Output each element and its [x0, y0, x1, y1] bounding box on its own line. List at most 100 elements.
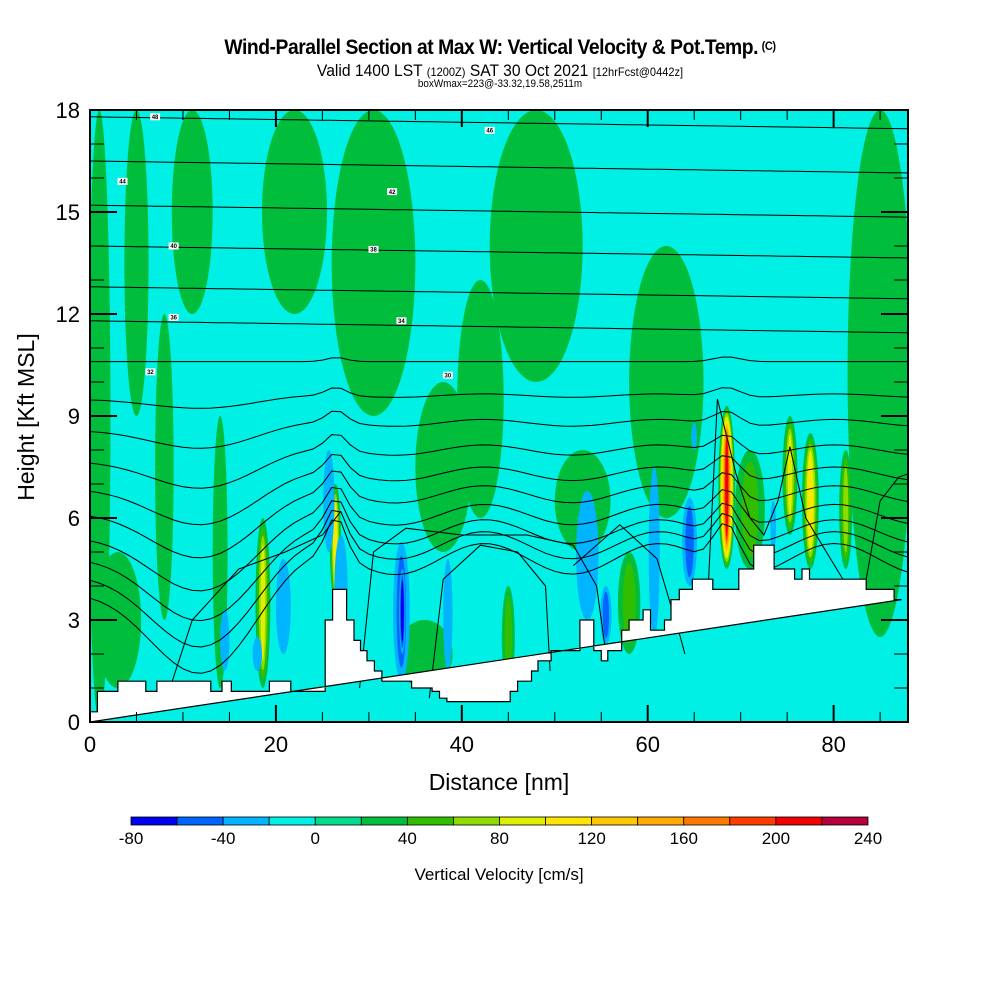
isentrope-label-box: [396, 317, 407, 325]
isentrope-label: 46: [484, 126, 495, 135]
isentrope-label-box: [484, 126, 495, 134]
downdraft-cell: [443, 558, 453, 672]
isentrope-line: [90, 453, 908, 526]
colorbar-swatch: [130, 816, 178, 826]
colorbar-swatch: [821, 816, 869, 826]
colorbar-swatch: [499, 816, 546, 826]
x-axis-title: Distance [nm]: [429, 769, 570, 795]
isentrope-line: [90, 470, 908, 559]
x-tick-label: 60: [635, 732, 659, 757]
downdraft-cell: [576, 490, 599, 620]
isentrope-label: 34: [396, 317, 407, 325]
updraft-cell: [457, 280, 504, 518]
x-tick-label: 80: [821, 732, 845, 757]
isentrope-label-text: 32: [147, 370, 154, 376]
isentrope-label-box: [168, 313, 179, 321]
colorbar-tick-label: 240: [854, 829, 882, 848]
downdraft-cell: [602, 591, 610, 639]
y-tick-label: 18: [56, 98, 80, 123]
updraft-cell: [787, 434, 793, 517]
isentrope-label-text: 36: [170, 316, 177, 322]
valid-date: SAT 30 Oct 2021: [469, 61, 589, 80]
updraft-cell: [155, 314, 174, 620]
isentrope-label-text: 44: [119, 180, 126, 186]
chart-title: Wind-Parallel Section at Max W: Vertical…: [40, 36, 960, 60]
isentrope-line: [573, 524, 686, 655]
isentrope-line: [90, 116, 908, 130]
colorbar-swatch: [222, 816, 270, 826]
isentrope-label-text: 34: [398, 319, 405, 325]
isentrope-label: 40: [168, 242, 179, 250]
colorbar-swatch: [360, 816, 408, 826]
chart-title-text: Wind-Parallel Section at Max W: Vertical…: [224, 36, 758, 59]
forecast-info: [12hrFcst@0442z]: [592, 65, 684, 79]
isentrope-label-text: 30: [445, 373, 452, 379]
colorbar-tick-label: 160: [670, 829, 698, 848]
colorbar-swatch: [268, 816, 316, 826]
isentrope-label-box: [145, 368, 156, 376]
y-tick-labels: 0 3 6 9 12 15 18: [56, 98, 80, 735]
isentrope-label: 42: [387, 188, 398, 196]
x-tick-label: 40: [450, 732, 474, 757]
isentrope-label-box: [117, 177, 128, 185]
downdraft-cell: [323, 450, 335, 552]
colorbar-tick-label: -80: [119, 829, 144, 848]
isentrope-line: [90, 286, 908, 300]
colorbar-swatch: [775, 816, 823, 826]
colorbar-swatch: [545, 816, 593, 826]
updraft-cell: [725, 437, 729, 537]
chart-subtitle: Valid 1400 LST (1200Z) SAT 30 Oct 2021 […: [40, 61, 960, 81]
isentrope-label: 30: [442, 371, 453, 379]
isentrope-label: 36: [168, 313, 179, 322]
colorbar: [130, 816, 869, 826]
isentrope-label-text: 40: [170, 244, 177, 250]
axis-ticks: [89, 109, 908, 723]
updraft-cell: [171, 110, 213, 314]
downdraft-cell: [648, 467, 660, 637]
isentrope-line: [865, 473, 908, 580]
colorbar-swatch: [683, 816, 731, 826]
isentrope-line: [90, 500, 908, 622]
downdraft-cell: [685, 506, 694, 578]
updraft-cell: [504, 595, 512, 679]
updraft-cell: [260, 544, 266, 662]
isentrope-line: [359, 527, 607, 689]
y-axis-title: Height [Kft MSL]: [13, 333, 39, 500]
downdraft-cell: [400, 580, 404, 643]
terrain-profile: [90, 544, 902, 722]
updraft-cell: [741, 461, 759, 558]
y-tick-label: 0: [68, 710, 80, 735]
isentrope-label: 38: [368, 245, 379, 254]
colorbar-tick-label: 80: [490, 829, 509, 848]
colorbar-swatch: [637, 816, 685, 826]
updraft-cell: [489, 110, 583, 382]
copyright-mark: (C): [761, 39, 776, 53]
isentrope-line: [707, 398, 844, 590]
colorbar-tick-label: 120: [577, 829, 605, 848]
isentrope-labels: 48 46 44 42 40 38 36 34 32 30: [117, 113, 495, 379]
isentrope-label-text: 38: [370, 248, 377, 254]
velocity-field: [90, 110, 908, 722]
updraft-cell: [331, 110, 416, 416]
updraft-cell: [124, 110, 149, 416]
colorbar-swatch: [729, 816, 777, 826]
y-tick-label: 3: [68, 608, 80, 633]
x-tick-labels: 0 20 40 60 80: [84, 732, 846, 757]
isentrope-label-text: 46: [486, 129, 493, 135]
isentrope-line: [90, 434, 908, 489]
valid-time: Valid 1400 LST: [316, 61, 423, 80]
isentrope-label-box: [168, 242, 179, 250]
colorbar-tick-label: 40: [398, 829, 417, 848]
isentrope-line: [90, 410, 908, 449]
y-tick-label: 12: [56, 302, 80, 327]
isentrope-line: [90, 356, 908, 363]
valid-utc: (1200Z): [426, 65, 466, 79]
colorbar-swatch: [453, 816, 500, 826]
updraft-cell: [261, 110, 328, 314]
isentrope-label-text: 48: [152, 115, 159, 121]
downdraft-cell: [252, 637, 262, 671]
isentrope-line: [90, 320, 908, 334]
isentrope-label-box: [387, 188, 398, 196]
colorbar-tick-label: 0: [311, 829, 320, 848]
